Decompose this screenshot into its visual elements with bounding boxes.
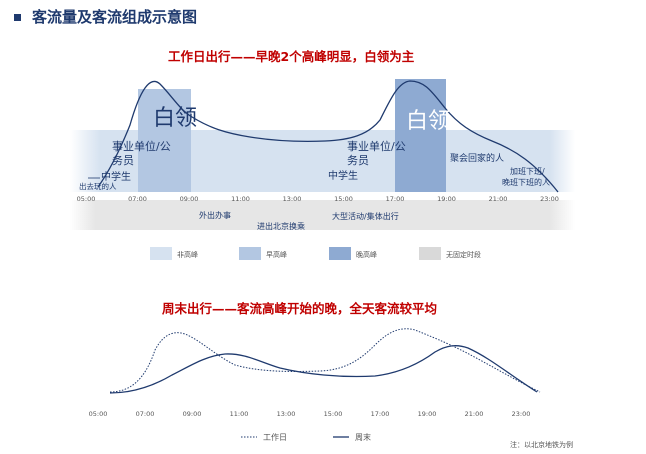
weekend-tick-label: 15:00	[324, 410, 343, 418]
weekend-tick-label: 17:00	[371, 410, 390, 418]
weekday-tick-label: 15:00	[334, 195, 353, 203]
legend-label-morning: 早高峰	[266, 250, 287, 259]
weekday-flow-curve	[97, 80, 559, 193]
legend-swatch-evening	[329, 247, 351, 260]
weekend-tick-label: 21:00	[465, 410, 484, 418]
weekday-time-axis: 05:00 07:00 09:00 11:00 13:00 15:00 17:00 19:00…	[77, 195, 559, 203]
legend-label-weekend: 周末	[355, 432, 371, 442]
anno-errands: 外出办事	[199, 210, 231, 220]
weekday-tick-label: 23:00	[540, 195, 559, 203]
morning-peak-band	[138, 89, 191, 192]
anno-overtime-l1: 加班下班/	[510, 166, 545, 176]
weekend-tick-label: 11:00	[230, 410, 249, 418]
weekend-tick-label: 23:00	[512, 410, 531, 418]
legend-label-evening: 晚高峰	[356, 250, 377, 259]
workday-curve	[109, 328, 541, 393]
anno-party-home: 聚会回家的人	[450, 152, 504, 164]
weekend-time-axis: 05:00 07:00 09:00 11:00 13:00 15:00 17:00 19:00…	[89, 410, 531, 418]
evening-peak-band	[395, 79, 446, 192]
weekend-tick-label: 09:00	[183, 410, 202, 418]
weekend-curve	[109, 345, 538, 394]
legend-swatch-offpeak	[150, 247, 172, 260]
weekday-tick-label: 19:00	[437, 195, 456, 203]
weekend-tick-label: 05:00	[89, 410, 108, 418]
weekend-tick-label: 13:00	[277, 410, 296, 418]
weekday-tick-label: 13:00	[283, 195, 302, 203]
weekday-legend: 非高峰 早高峰 晚高峰 无固定时段	[150, 247, 481, 260]
anno-students-pm: 中学生	[328, 169, 358, 182]
weekend-tick-label: 19:00	[418, 410, 437, 418]
anno-civil-servants-pm-l2: 务员	[347, 154, 369, 167]
weekday-tick-label: 07:00	[128, 195, 147, 203]
weekday-tick-label: 05:00	[77, 195, 96, 203]
legend-swatch-morning	[239, 247, 261, 260]
peak-label-morning: 白领	[153, 106, 197, 131]
anno-students-am: 中学生	[101, 170, 131, 183]
footnote: 注：以北京地铁为例	[510, 440, 573, 449]
anno-events: 大型活动/集体出行	[332, 211, 399, 221]
nofixed-band	[70, 200, 575, 230]
anno-civil-servants-am-l2: 务员	[112, 154, 134, 167]
weekend-title: 周末出行——客流高峰开始的晚，全天客流较平均	[162, 301, 438, 316]
legend-label-nofixed: 无固定时段	[446, 250, 481, 259]
anno-civil-servants-pm-l1: 事业单位/公	[347, 139, 406, 153]
peak-label-evening: 白领	[406, 109, 450, 134]
legend-swatch-nofixed	[419, 247, 441, 260]
anno-overtime-l2: 晚班下班的人	[502, 177, 550, 187]
anno-outing: 出去玩的人	[79, 181, 117, 191]
weekday-tick-label: 09:00	[180, 195, 199, 203]
legend-label-workday: 工作日	[263, 432, 287, 442]
weekday-title: 工作日出行——早晚2个高峰明显，白领为主	[168, 49, 415, 64]
weekend-legend: 工作日 周末	[241, 432, 371, 442]
weekday-tick-label: 17:00	[386, 195, 405, 203]
header-bullet-icon	[14, 14, 21, 21]
weekday-tick-label: 21:00	[489, 195, 508, 203]
anno-transfer: 进出北京换乘	[257, 221, 305, 231]
weekend-tick-label: 07:00	[136, 410, 155, 418]
legend-label-offpeak: 非高峰	[177, 250, 198, 259]
anno-civil-servants-am-l1: 事业单位/公	[112, 139, 171, 153]
weekday-tick-label: 11:00	[231, 195, 250, 203]
page-title: 客流量及客流组成示意图	[32, 8, 198, 26]
